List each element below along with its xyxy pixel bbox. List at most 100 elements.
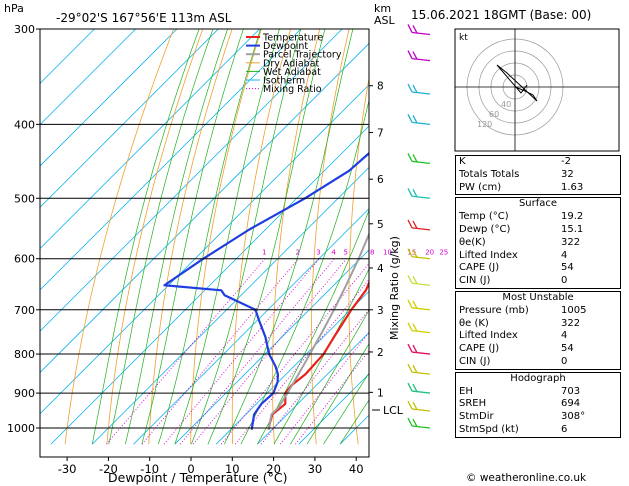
- index-value: 4: [561, 330, 568, 342]
- wind-barb-shaft: [411, 160, 431, 165]
- wet-adiabat-line: [91, 29, 200, 445]
- wind-barb-flag: [412, 418, 418, 427]
- mu-row: Pressure (mb) 1005: [459, 305, 617, 318]
- wet-adiabat-line: [257, 209, 369, 445]
- legend-entry: Dewpoint: [263, 41, 308, 52]
- index-value: 322: [561, 317, 581, 329]
- isotherm-line: [257, 332, 369, 445]
- index-label: CAPE (J): [459, 343, 500, 354]
- most-unstable-box: Most Unstable Pressure (mb) 1005 θe (K) 32…: [455, 290, 621, 370]
- mixing-ratio-label: 3: [316, 249, 320, 257]
- wind-barb-flag: [407, 417, 413, 427]
- isotherm-line: [40, 29, 95, 84]
- hodo-row: EH 703: [459, 386, 617, 399]
- wind-barb-shaft: [411, 121, 431, 125]
- wind-barb-shaft: [411, 408, 431, 412]
- legend-entry: Parcel Trajectory: [263, 50, 342, 61]
- index-value: 1005: [561, 304, 587, 316]
- isotherm-line: [40, 29, 137, 126]
- mu-row: Lifted Index 4: [459, 330, 617, 343]
- surface-row: CIN (J) 0: [459, 275, 617, 288]
- wet-adiabat-line: [224, 29, 354, 445]
- wet-adiabat-line: [174, 29, 280, 445]
- mixing-ratio-line: [279, 331, 369, 445]
- index-value: 322: [561, 236, 581, 248]
- wet-adiabat-line: [124, 29, 229, 445]
- pressure-tick-label: 1000: [7, 422, 35, 435]
- wind-barb-flag: [407, 343, 413, 353]
- mixing-ratio-line: [141, 258, 299, 445]
- surface-row: θe(K) 322: [459, 237, 617, 250]
- wind-barb-flag: [407, 299, 413, 309]
- legend-entry: Dry Adiabat: [263, 58, 320, 69]
- mixing-ratio-label: 10: [383, 249, 392, 257]
- wind-barb-flag: [412, 401, 418, 410]
- dry-adiabat-line: [421, 29, 442, 444]
- wind-barb-shaft: [411, 307, 431, 311]
- dry-adiabat-line: [148, 29, 233, 445]
- indices-top-box: K -2 Totals Totals 32 PW (cm) 1.63: [455, 155, 621, 196]
- wind-barb-flag: [407, 187, 413, 197]
- isotherm-line: [40, 29, 219, 208]
- mixing-ratio-label: 25: [439, 249, 448, 257]
- wind-barb-shaft: [411, 351, 431, 355]
- temp-tick-label: -30: [58, 462, 77, 476]
- index-row-pw: PW (cm) 1.63: [459, 182, 617, 195]
- surface-title: Surface: [518, 198, 558, 210]
- wind-barb-shaft: [411, 227, 431, 231]
- km-tick-label: 7: [377, 128, 384, 140]
- isotherm-line: [50, 125, 369, 445]
- wind-barb-flag: [412, 383, 418, 392]
- wet-adiabat-line: [157, 29, 261, 445]
- km-tick-label: 5: [377, 219, 384, 231]
- wind-barb-flag: [407, 322, 413, 331]
- isotherm-line: [40, 29, 261, 250]
- isotherm-line: [40, 29, 178, 167]
- mu-row: θe (K) 322: [459, 318, 617, 331]
- index-label: StmSpd (kt): [459, 423, 519, 435]
- index-label: CIN (J): [459, 355, 491, 367]
- index-label: Lifted Index: [459, 330, 518, 342]
- temp-tick-label: -20: [99, 462, 118, 476]
- pressure-tick-label: 900: [14, 387, 35, 400]
- km-tick-label: 8: [377, 81, 384, 93]
- hodograph-box: Hodograph EH 703 SREH 694 StmDir 308° StmSp…: [455, 371, 621, 438]
- wind-barb-flag: [407, 83, 413, 93]
- wind-barb-shaft: [411, 282, 431, 286]
- legend-entry: Isotherm: [263, 76, 305, 87]
- wet-adiabat-line: [290, 309, 369, 445]
- isotherm-line: [133, 208, 369, 445]
- wind-barb-flag: [407, 219, 413, 229]
- index-value: 0: [561, 355, 568, 367]
- index-value: 694: [561, 398, 581, 410]
- mixing-ratio-line: [260, 309, 369, 445]
- isotherm-line: [40, 29, 343, 332]
- wind-barb-flag: [407, 400, 413, 410]
- km-tick-label: 2: [377, 347, 384, 359]
- mixing-ratio-line: [163, 258, 320, 445]
- index-value: 32: [561, 168, 574, 180]
- mixing-ratio-label: 5: [344, 249, 348, 257]
- isotherm-line: [40, 84, 369, 415]
- mixing-ratio-line: [192, 258, 347, 445]
- index-label: Temp (°C): [459, 211, 509, 223]
- mu-row: CIN (J) 0: [459, 356, 617, 369]
- index-label: Totals Totals: [459, 168, 520, 180]
- wind-barb-shaft: [411, 91, 431, 95]
- km-label: km: [374, 2, 391, 15]
- index-label: PW (cm): [459, 181, 502, 193]
- surface-row: CAPE (J) 54: [459, 262, 617, 275]
- index-label: CIN (J): [459, 275, 491, 286]
- wind-barb-flag: [407, 363, 413, 373]
- wind-barb-flag: [412, 249, 418, 258]
- wet-adiabat-line: [141, 29, 244, 445]
- index-value: 54: [561, 262, 574, 274]
- index-label: θe(K): [459, 236, 486, 248]
- wind-barb-flag: [412, 300, 418, 309]
- km-tick-label: 6: [377, 174, 384, 186]
- hodograph-kt-label: kt: [459, 33, 468, 43]
- temp-tick-label: 0: [187, 462, 194, 476]
- index-label: Pressure (mb): [459, 304, 529, 316]
